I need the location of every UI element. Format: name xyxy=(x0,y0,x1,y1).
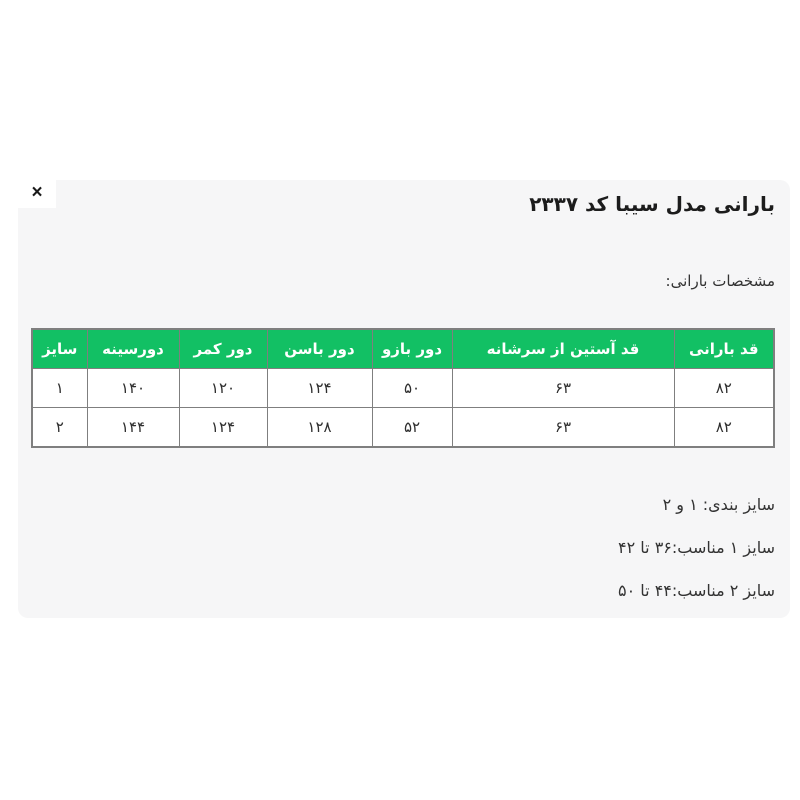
page-title: بارانی مدل سیبا کد ۲۳۳۷ xyxy=(529,192,775,216)
column-header-arm-circumference: دور بازو xyxy=(371,328,453,369)
table-row: ۸۲ ۶۳ ۵۲ ۱۲۸ ۱۲۴ ۱۴۴ ۲ xyxy=(31,407,775,448)
column-header-chest-circumference: دورسینه xyxy=(86,328,180,369)
note-size-1-fit: سایز ۱ مناسب:۳۶ تا ۴۲ xyxy=(618,538,775,557)
cell-coat-length: ۸۲ xyxy=(673,407,775,448)
cell-size: ۲ xyxy=(31,407,88,448)
cell-hip-circumference: ۱۲۴ xyxy=(266,368,373,408)
cell-waist-circumference: ۱۲۴ xyxy=(178,407,268,448)
close-icon: × xyxy=(31,182,43,203)
product-details-panel: بارانی مدل سیبا کد ۲۳۳۷ مشخصات بارانی: ق… xyxy=(18,180,790,618)
cell-arm-circumference: ۵۰ xyxy=(371,368,453,408)
spec-heading: مشخصات بارانی: xyxy=(665,272,775,290)
table-row: ۸۲ ۶۳ ۵۰ ۱۲۴ ۱۲۰ ۱۴۰ ۱ xyxy=(31,368,775,408)
table-header-row: قد بارانی قد آستین از سرشانه دور بازو دو… xyxy=(31,328,775,369)
column-header-sleeve-length: قد آستین از سرشانه xyxy=(451,328,675,369)
note-size-2-fit: سایز ۲ مناسب:۴۴ تا ۵۰ xyxy=(618,581,775,600)
size-table: قد بارانی قد آستین از سرشانه دور بازو دو… xyxy=(31,328,775,448)
column-header-coat-length: قد بارانی xyxy=(673,328,775,369)
column-header-waist-circumference: دور کمر xyxy=(178,328,268,369)
cell-coat-length: ۸۲ xyxy=(673,368,775,408)
cell-chest-circumference: ۱۴۴ xyxy=(86,407,180,448)
column-header-hip-circumference: دور باسن xyxy=(266,328,373,369)
cell-hip-circumference: ۱۲۸ xyxy=(266,407,373,448)
cell-waist-circumference: ۱۲۰ xyxy=(178,368,268,408)
cell-chest-circumference: ۱۴۰ xyxy=(86,368,180,408)
cell-sleeve-length: ۶۳ xyxy=(451,407,675,448)
close-button[interactable]: × xyxy=(18,177,56,208)
cell-size: ۱ xyxy=(31,368,88,408)
cell-sleeve-length: ۶۳ xyxy=(451,368,675,408)
column-header-size: سایز xyxy=(31,328,88,369)
cell-arm-circumference: ۵۲ xyxy=(371,407,453,448)
note-sizing-range: سایز بندی: ۱ و ۲ xyxy=(662,495,775,514)
